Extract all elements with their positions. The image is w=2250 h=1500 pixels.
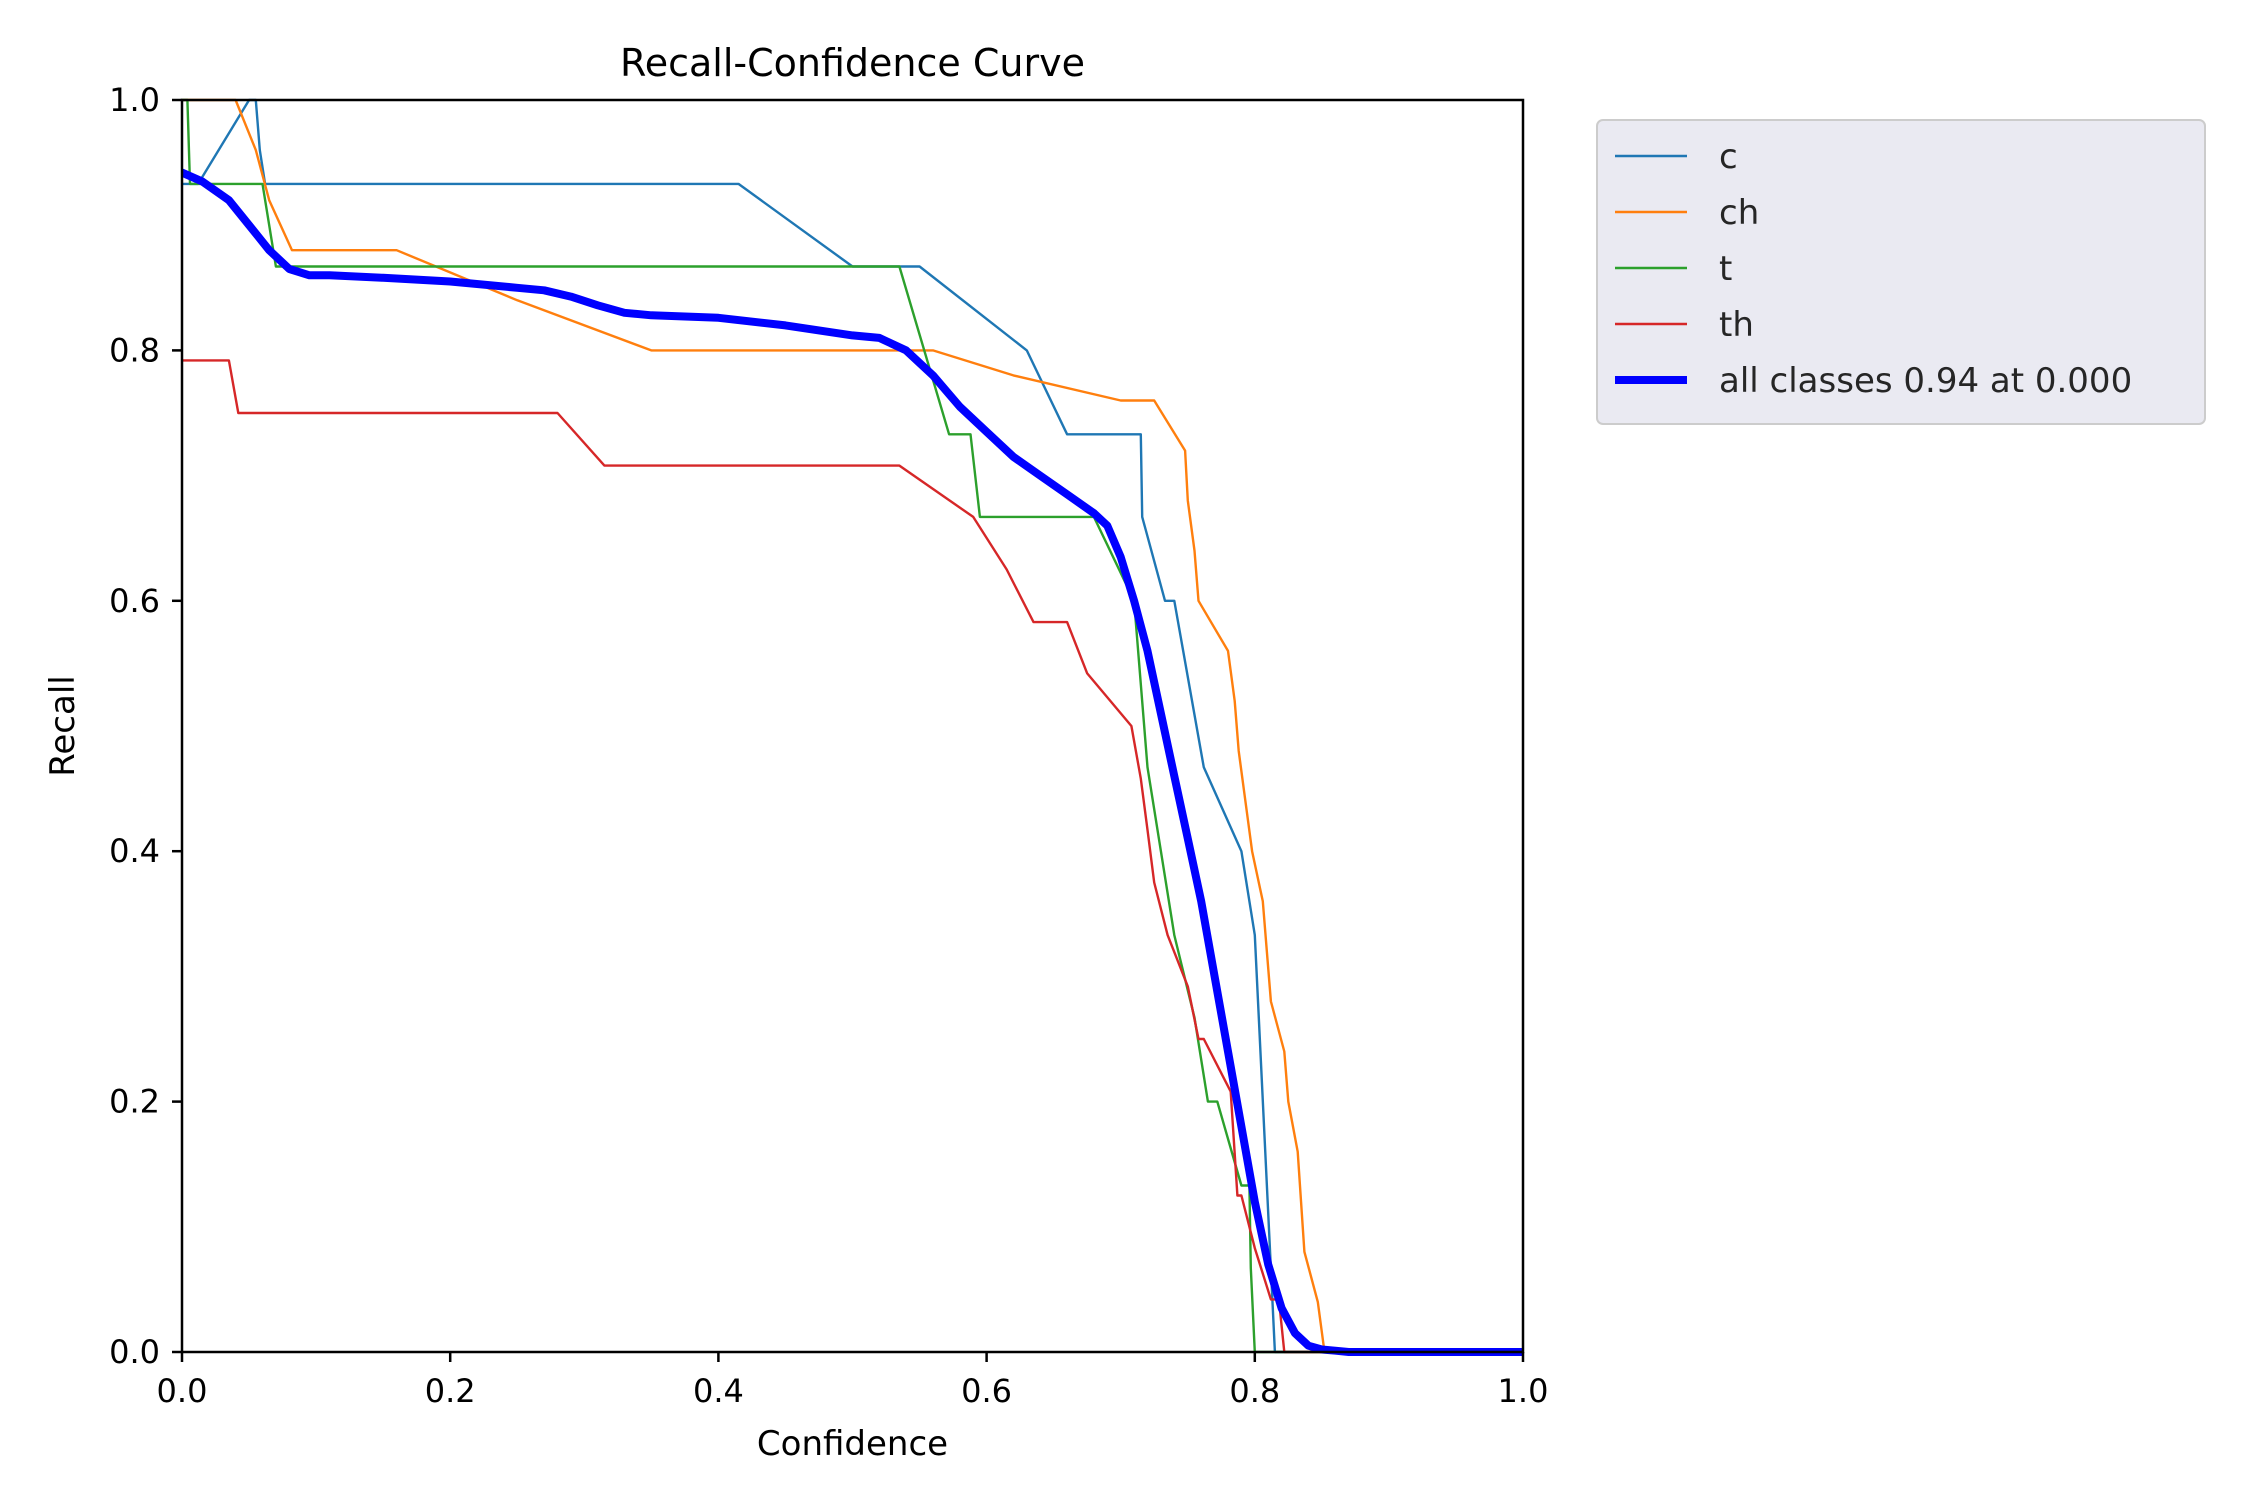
y-axis-label: Recall — [43, 675, 83, 776]
x-tick-label: 0.4 — [693, 1372, 744, 1410]
y-tick-label: 0.0 — [109, 1333, 160, 1371]
x-tick-label: 0.8 — [1229, 1372, 1280, 1410]
series-line-ch — [182, 98, 1523, 1354]
legend-box — [1596, 119, 2206, 425]
y-axis-ticks: 0.0 0.2 0.4 0.6 0.8 1.0 — [109, 81, 182, 1371]
x-axis-ticks: 0.0 0.2 0.4 0.6 0.8 1.0 — [157, 1352, 1549, 1410]
series-line-all-classes — [182, 168, 1523, 1356]
series-line-th — [182, 359, 1523, 1354]
series-layer — [182, 98, 1523, 1356]
y-tick-label: 1.0 — [109, 81, 160, 119]
x-tick-label: 0.6 — [961, 1372, 1012, 1410]
series-line-t — [182, 98, 1523, 1354]
legend-label: th — [1719, 305, 1754, 345]
x-tick-label: 1.0 — [1498, 1372, 1549, 1410]
legend-label: ch — [1719, 193, 1759, 233]
legend-label: all classes 0.94 at 0.000 — [1719, 361, 2132, 401]
legend-label: t — [1719, 249, 1732, 289]
legend-label: c — [1719, 137, 1738, 177]
y-tick-label: 0.4 — [109, 832, 160, 870]
x-axis-label: Confidence — [757, 1424, 948, 1464]
plot-frame — [180, 98, 1525, 1354]
series-line-c — [182, 98, 1523, 1354]
x-tick-label: 0.2 — [425, 1372, 476, 1410]
y-tick-label: 0.6 — [109, 582, 160, 620]
y-tick-label: 0.2 — [109, 1083, 160, 1121]
x-tick-label: 0.0 — [157, 1372, 208, 1410]
chart-title: Recall-Confidence Curve — [620, 41, 1085, 85]
legend: c ch t th all classes 0.94 at 0.000 — [1596, 119, 2206, 425]
y-tick-label: 0.8 — [109, 331, 160, 369]
